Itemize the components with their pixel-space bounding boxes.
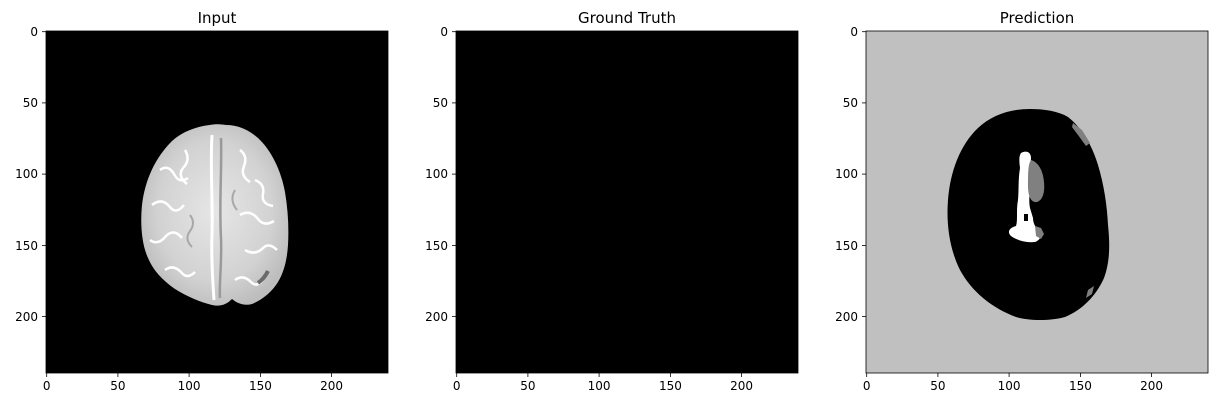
y-tick-label: 100 xyxy=(425,167,448,181)
image-area-ground-truth xyxy=(456,31,798,373)
y-tick-label: 100 xyxy=(835,167,858,181)
panel-input: Input 0 50 100 xyxy=(15,9,389,393)
y-tick-label: 50 xyxy=(23,96,38,110)
x-axis-input: 0 50 100 150 200 xyxy=(43,373,343,393)
panel-prediction: Prediction 0 50 100 150 200 xyxy=(835,9,1209,393)
segmentation-mask-image xyxy=(947,109,1110,320)
x-tick-label: 0 xyxy=(863,379,871,393)
x-tick-label: 150 xyxy=(1069,379,1092,393)
y-tick-label: 50 xyxy=(433,96,448,110)
x-tick-label: 50 xyxy=(110,379,125,393)
y-tick-label: 200 xyxy=(425,310,448,324)
axes-frame-ground-truth xyxy=(455,30,799,374)
y-axis-input: 0 50 100 150 200 xyxy=(15,25,46,324)
y-tick-label: 0 xyxy=(440,25,448,39)
x-tick-label: 0 xyxy=(43,379,51,393)
y-axis-prediction: 0 50 100 150 200 xyxy=(835,25,866,324)
y-tick-label: 100 xyxy=(15,167,38,181)
y-tick-label: 200 xyxy=(835,310,858,324)
x-tick-label: 200 xyxy=(320,379,343,393)
y-tick-label: 50 xyxy=(843,96,858,110)
x-tick-label: 150 xyxy=(659,379,682,393)
axes-frame-prediction xyxy=(865,30,1209,374)
x-tick-label: 50 xyxy=(520,379,535,393)
x-tick-label: 100 xyxy=(178,379,201,393)
panel-title-input: Input xyxy=(198,9,237,27)
x-tick-label: 200 xyxy=(1140,379,1163,393)
x-tick-label: 0 xyxy=(453,379,461,393)
y-tick-label: 0 xyxy=(30,25,38,39)
x-tick-label: 100 xyxy=(998,379,1021,393)
y-tick-label: 150 xyxy=(15,239,38,253)
y-axis-ground-truth: 0 50 100 150 200 xyxy=(425,25,456,324)
x-axis-ground-truth: 0 50 100 150 200 xyxy=(453,373,753,393)
panel-title-ground-truth: Ground Truth xyxy=(578,9,676,27)
x-tick-label: 150 xyxy=(249,379,272,393)
brain-slice-image xyxy=(141,124,289,306)
y-tick-label: 150 xyxy=(835,239,858,253)
x-tick-label: 200 xyxy=(730,379,753,393)
axes-frame-input xyxy=(45,30,389,374)
x-tick-label: 50 xyxy=(930,379,945,393)
y-tick-label: 0 xyxy=(850,25,858,39)
panel-title-prediction: Prediction xyxy=(1000,9,1075,27)
x-tick-label: 100 xyxy=(588,379,611,393)
y-tick-label: 200 xyxy=(15,310,38,324)
panel-ground-truth: Ground Truth 0 50 100 150 200 0 50 100 1… xyxy=(425,9,799,393)
y-tick-label: 150 xyxy=(425,239,448,253)
x-axis-prediction: 0 50 100 150 200 xyxy=(863,373,1163,393)
